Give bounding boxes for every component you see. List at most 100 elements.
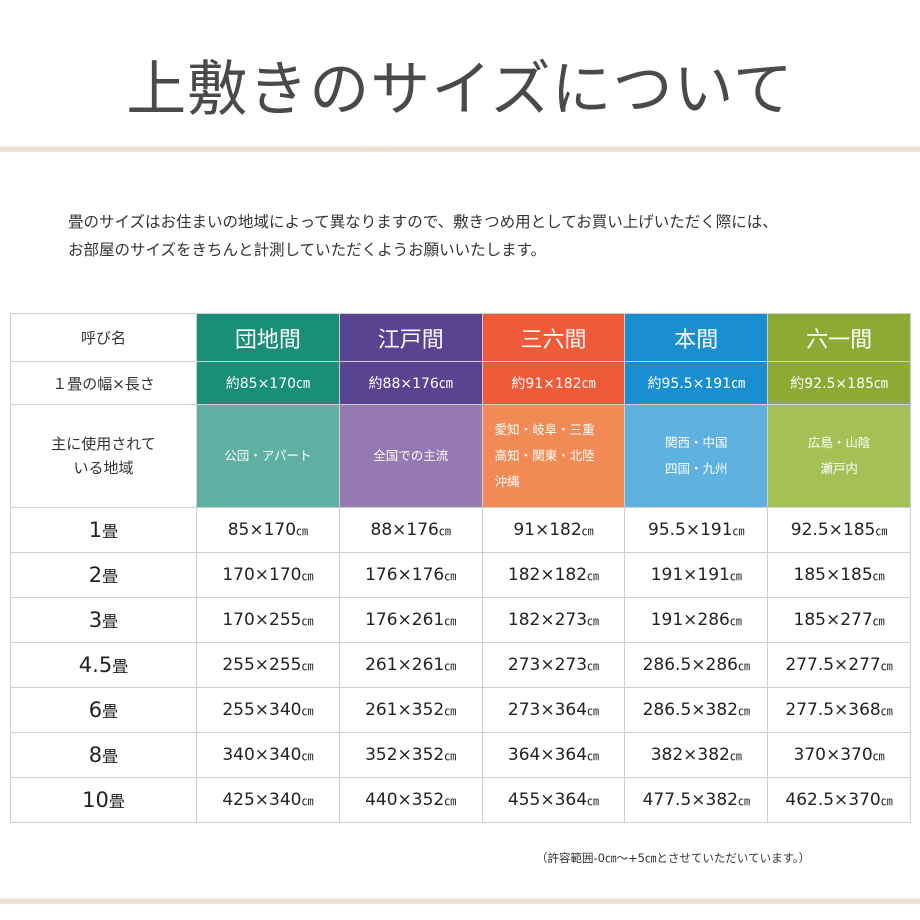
column-area-1: 全国での主流 (338, 404, 483, 508)
intro-line-2: お部屋のサイズをきちんと計測していただくようお願いいたします。 (68, 241, 547, 259)
tolerance-note: （許容範囲-0㎝～+5㎝とさせていただいています。） (536, 851, 811, 865)
area-line: 沖縄 (494, 474, 520, 489)
size-unit: ㎝ (587, 614, 600, 628)
size-cell: 191×191㎝ (624, 552, 769, 598)
size-cell: 382×382㎝ (624, 732, 769, 778)
label-name: 呼び名 (10, 313, 197, 362)
label-area: 主に使用されて いる地域 (10, 404, 197, 508)
table-row: 1畳 85×170㎝ 88×176㎝ 91×182㎝ 95.5×191㎝ 92.5×185… (10, 507, 911, 553)
size-unit: ㎝ (301, 794, 314, 808)
size-cell: 352×352㎝ (338, 732, 483, 778)
size-value: 425×340 (222, 790, 302, 810)
page-title: 上敷きのサイズについて (126, 55, 794, 125)
size-cell: 92.5×185㎝ (767, 507, 911, 553)
size-unit: ㎝ (301, 749, 314, 763)
size-unit: ㎝ (872, 749, 885, 763)
table-row: 8畳 340×340㎝ 352×352㎝ 364×364㎝ 382×382㎝ 370×37… (10, 732, 911, 778)
size-cell: 261×261㎝ (338, 642, 483, 688)
size-value: 191×286 (650, 610, 730, 630)
size-value: 261×261 (365, 655, 445, 675)
size-value: 95.5×191 (648, 520, 733, 540)
row-label: 4.5畳 (10, 642, 197, 688)
row-label-number: 1 (88, 518, 103, 542)
size-value: 92.5×185 (790, 520, 876, 540)
size-unit: ㎝ (444, 659, 457, 673)
row-label-number: 4.5 (78, 653, 113, 677)
top-divider (0, 146, 920, 152)
size-value: 176×176 (365, 565, 445, 585)
size-unit: ㎝ (737, 704, 750, 718)
column-size-1: 約88×176㎝ (338, 361, 483, 405)
column-name-4: 六一間 (767, 313, 911, 362)
column-name-0: 団地間 (196, 313, 340, 362)
row-label-unit: 畳 (112, 657, 129, 676)
size-unit: ㎝ (438, 524, 451, 538)
area-line: 瀬戸内 (820, 461, 858, 476)
column-area-0: 公団・アパート (196, 404, 340, 508)
bottom-divider (0, 898, 920, 904)
size-unit: ㎝ (587, 659, 600, 673)
area-line: 愛知・岐阜・三重 (494, 422, 595, 437)
size-value: 261×352 (365, 700, 445, 720)
size-cell: 340×340㎝ (196, 732, 340, 778)
column-area-2: 愛知・岐阜・三重 高知・関東・北陸 沖縄 (481, 404, 626, 508)
size-value: 364×364 (507, 745, 588, 765)
size-cell: 261×352㎝ (338, 687, 483, 733)
size-value: 182×273 (507, 610, 588, 630)
size-value: 477.5×382 (642, 790, 738, 810)
size-unit: ㎝ (872, 569, 885, 583)
size-cell: 455×364㎝ (481, 777, 626, 823)
row-label-number: 10 (82, 788, 109, 812)
size-cell: 176×176㎝ (338, 552, 483, 598)
size-value: 440×352 (365, 790, 445, 810)
size-value: 88×176 (370, 520, 439, 540)
row-label-unit: 畳 (102, 747, 119, 766)
size-cell: 91×182㎝ (481, 507, 626, 553)
row-label-number: 2 (88, 563, 103, 587)
column-name-3: 本間 (624, 313, 769, 362)
area-line: 広島・山陰 (807, 435, 871, 450)
size-value: 277.5×277 (785, 655, 881, 675)
size-value: 340×340 (222, 745, 302, 765)
size-table: 呼び名 団地間 江戸間 三六間 本間 六一間 １畳の幅×長さ 約85×170㎝ 約88×1… (10, 313, 911, 823)
size-unit: ㎝ (880, 704, 893, 718)
size-value: 462.5×370 (785, 790, 881, 810)
size-cell: 185×277㎝ (767, 597, 911, 643)
table-row: 3畳 170×255㎝ 176×261㎝ 182×273㎝ 191×286㎝ 185×27… (10, 597, 911, 643)
row-label: 3畳 (10, 597, 197, 643)
header-row-width-length: １畳の幅×長さ 約85×170㎝ 約88×176㎝ 約91×182㎝ 約95.5×19… (10, 361, 911, 405)
size-cell: 364×364㎝ (481, 732, 626, 778)
size-value: 277.5×368 (785, 700, 881, 720)
column-area-3: 関西・中国 四国・九州 (624, 404, 769, 508)
size-unit: ㎝ (729, 569, 742, 583)
column-size-3: 約95.5×191㎝ (624, 361, 769, 405)
size-unit: ㎝ (737, 659, 750, 673)
label-area-line-1: 主に使用されて (51, 435, 156, 453)
row-label-number: 6 (88, 698, 103, 722)
table-row: 6畳 255×340㎝ 261×352㎝ 273×364㎝ 286.5×382㎝ 277.… (10, 687, 911, 733)
header-row-area: 主に使用されて いる地域 公団・アパート 全国での主流 愛知・岐阜・三重 高知・関東・… (10, 404, 911, 508)
area-line: 全国での主流 (373, 448, 449, 463)
size-unit: ㎝ (872, 614, 885, 628)
size-unit: ㎝ (875, 524, 888, 538)
size-cell: 286.5×382㎝ (624, 687, 769, 733)
size-cell: 477.5×382㎝ (624, 777, 769, 823)
row-label: 1畳 (10, 507, 197, 553)
size-unit: ㎝ (301, 569, 314, 583)
size-cell: 185×185㎝ (767, 552, 911, 598)
size-cell: 182×273㎝ (481, 597, 626, 643)
column-area-4: 広島・山陰 瀬戸内 (767, 404, 911, 508)
size-unit: ㎝ (444, 749, 457, 763)
size-unit: ㎝ (301, 704, 314, 718)
row-label-unit: 畳 (102, 612, 119, 631)
column-size-4: 約92.5×185㎝ (767, 361, 911, 405)
row-label: 6畳 (10, 687, 197, 733)
size-value: 191×191 (650, 565, 730, 585)
size-cell: 255×340㎝ (196, 687, 340, 733)
size-cell: 182×182㎝ (481, 552, 626, 598)
size-cell: 170×170㎝ (196, 552, 340, 598)
column-size-0: 約85×170㎝ (196, 361, 340, 405)
size-value: 182×182 (507, 565, 588, 585)
size-unit: ㎝ (444, 794, 457, 808)
size-cell: 440×352㎝ (338, 777, 483, 823)
